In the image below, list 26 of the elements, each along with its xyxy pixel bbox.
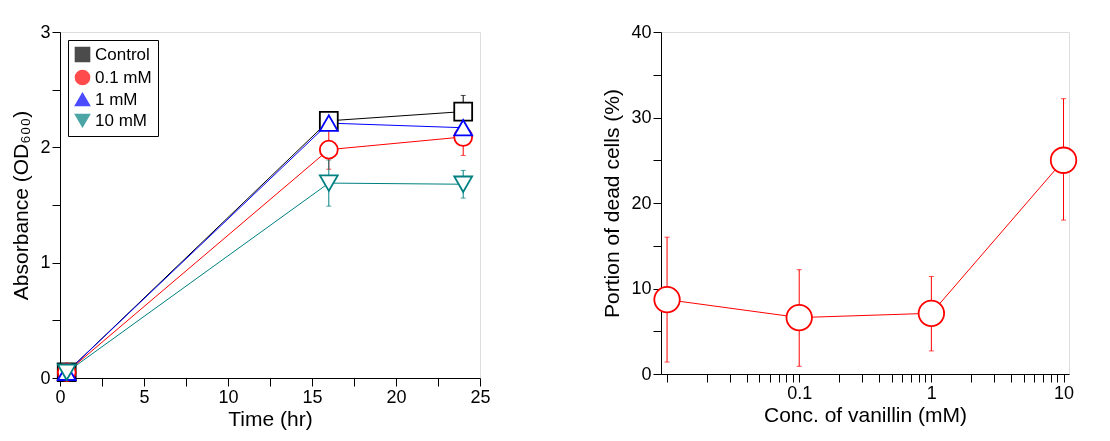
y-tick-label: 10 bbox=[631, 278, 652, 298]
x-tick-label: 20 bbox=[386, 386, 407, 407]
legend-label: 1 mM bbox=[95, 89, 138, 109]
y-axis-title: Portion of dead cells (%) bbox=[600, 89, 624, 318]
x-tick-label: 1 bbox=[926, 382, 937, 403]
x-tick-label: 25 bbox=[470, 386, 491, 407]
legend-label: 0.1 mM bbox=[95, 67, 152, 87]
y-tick-label: 30 bbox=[631, 107, 652, 127]
y-tick-label: 3 bbox=[40, 21, 51, 42]
x-tick-label: 0 bbox=[55, 386, 66, 407]
x-tick-label: 10 bbox=[1054, 382, 1075, 403]
x-tick-label: 0.1 bbox=[787, 382, 813, 403]
y-tick-label: 1 bbox=[40, 252, 51, 273]
x-tick-label: 10 bbox=[218, 386, 239, 407]
x-axis-title: Time (hr) bbox=[228, 406, 313, 430]
y-tick-label: 0 bbox=[641, 363, 652, 384]
x-axis-title: Conc. of vanillin (mM) bbox=[763, 402, 968, 426]
legend-label: Control bbox=[95, 44, 150, 64]
y-tick-label: 20 bbox=[631, 192, 652, 213]
x-tick-label: 15 bbox=[302, 386, 323, 407]
y-tick-label: 0 bbox=[40, 367, 51, 388]
y-tick-label: 40 bbox=[631, 21, 652, 42]
y-axis-title: Absorbance (OD₆₀₀) bbox=[9, 110, 33, 301]
y-tick-label: 2 bbox=[40, 136, 51, 157]
legend-label: 10 mM bbox=[95, 110, 147, 130]
x-tick-label: 5 bbox=[139, 386, 150, 407]
